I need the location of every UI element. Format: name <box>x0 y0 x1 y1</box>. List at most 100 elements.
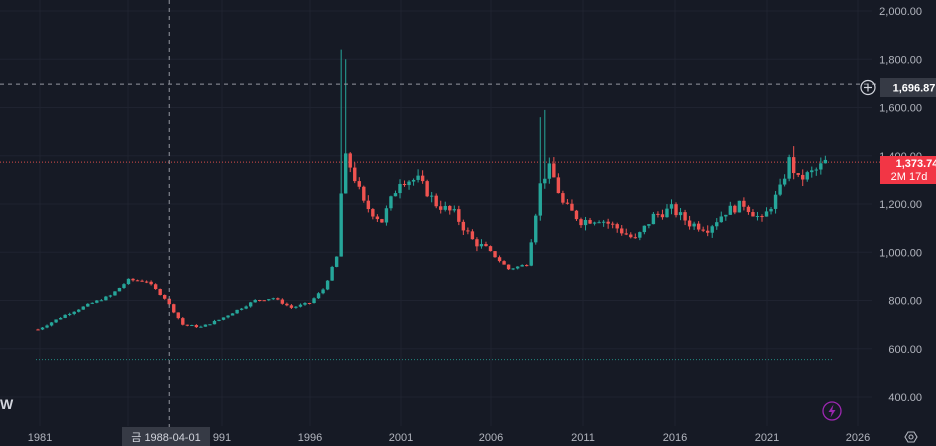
candle-body <box>208 324 212 326</box>
candle-body <box>172 304 176 313</box>
candle <box>230 313 235 316</box>
candle <box>597 220 601 224</box>
candle-body <box>615 224 619 229</box>
candle-body <box>561 193 565 203</box>
candle <box>36 328 40 331</box>
candle <box>728 201 733 215</box>
candle <box>488 245 493 252</box>
candle <box>267 299 271 302</box>
candle-body <box>678 212 683 216</box>
candle <box>651 212 656 225</box>
candle <box>117 287 122 292</box>
candle-body <box>588 219 592 224</box>
settings-icon[interactable] <box>904 431 918 443</box>
candle-body <box>520 265 524 267</box>
candle-body <box>479 244 484 247</box>
candle <box>656 211 660 218</box>
candle <box>687 215 692 230</box>
candle <box>715 218 719 230</box>
candle <box>258 299 262 302</box>
candle <box>375 214 380 223</box>
crosshair-price-tag-bg <box>880 78 936 97</box>
candle-body <box>77 309 81 312</box>
candle-body <box>380 219 384 223</box>
candle <box>701 226 705 233</box>
candle-body <box>239 308 244 310</box>
candle-body <box>488 246 493 252</box>
lightning-icon[interactable] <box>822 401 842 421</box>
baseline-layer <box>0 161 880 361</box>
candle-body <box>665 208 669 218</box>
candle <box>805 170 809 182</box>
y-tick-label: 400.00 <box>888 392 922 404</box>
candle-body <box>144 281 149 283</box>
candle-body <box>620 228 624 234</box>
candle-body <box>448 205 452 211</box>
candle <box>190 324 194 327</box>
candle <box>194 324 199 328</box>
candle <box>773 191 778 214</box>
candle-body <box>230 313 235 316</box>
candle-body <box>719 216 723 223</box>
candle <box>746 205 751 215</box>
candle <box>411 178 416 186</box>
candle <box>339 49 343 257</box>
candle-body <box>638 232 642 238</box>
candle <box>511 268 515 271</box>
candle-body <box>511 268 515 270</box>
candle <box>493 251 497 258</box>
candle-body <box>606 221 610 224</box>
candle <box>669 199 674 215</box>
candle-body <box>502 261 506 265</box>
candle-body <box>420 175 425 182</box>
candle <box>470 229 475 240</box>
candle-body <box>805 172 809 180</box>
candle-body <box>81 306 85 310</box>
candle-body <box>669 204 674 209</box>
candle <box>484 241 488 247</box>
candle <box>665 204 669 218</box>
candle-body <box>674 204 678 216</box>
candle-body <box>461 221 466 231</box>
candle-body <box>316 293 321 299</box>
candle <box>443 201 447 212</box>
candle-body <box>810 170 814 173</box>
candle-body <box>357 181 361 187</box>
y-tick-label: 1,000.00 <box>879 247 922 259</box>
candle <box>104 295 108 301</box>
x-tick-label: 2026 <box>846 432 870 444</box>
candle-body <box>787 157 791 179</box>
candle-body <box>769 208 773 212</box>
candle <box>316 292 321 299</box>
candle <box>95 299 99 304</box>
candle <box>144 280 149 284</box>
candle-body <box>353 167 357 182</box>
candle-body <box>642 225 647 233</box>
candle-body <box>158 289 162 296</box>
candle-body <box>163 295 167 299</box>
last-price-tag: 1,373.74 2M 17d <box>880 156 936 184</box>
plus-circle-icon[interactable] <box>860 79 876 96</box>
candle-body <box>475 239 479 247</box>
candle-body <box>140 280 144 282</box>
x-tick-label: 2006 <box>479 432 503 444</box>
candle-body <box>203 324 208 327</box>
candle <box>755 211 760 221</box>
candle <box>90 302 94 305</box>
x-tick-label: 1981 <box>28 432 52 444</box>
time-axis[interactable]: 1981199911996200120062011201620212026 <box>28 432 870 444</box>
candle-body <box>683 212 687 221</box>
candle-body <box>267 299 271 301</box>
candle <box>325 280 330 291</box>
candle-body <box>86 303 90 307</box>
y-tick-label: 2,000.00 <box>879 6 922 18</box>
candle-body <box>525 265 529 267</box>
candle-body <box>629 234 633 238</box>
candle <box>185 324 190 327</box>
price-axis[interactable]: 2,000.001,800.001,600.001,400.001,200.00… <box>879 6 922 404</box>
candle <box>624 228 628 236</box>
candle-body <box>40 327 45 330</box>
candle <box>592 221 597 226</box>
